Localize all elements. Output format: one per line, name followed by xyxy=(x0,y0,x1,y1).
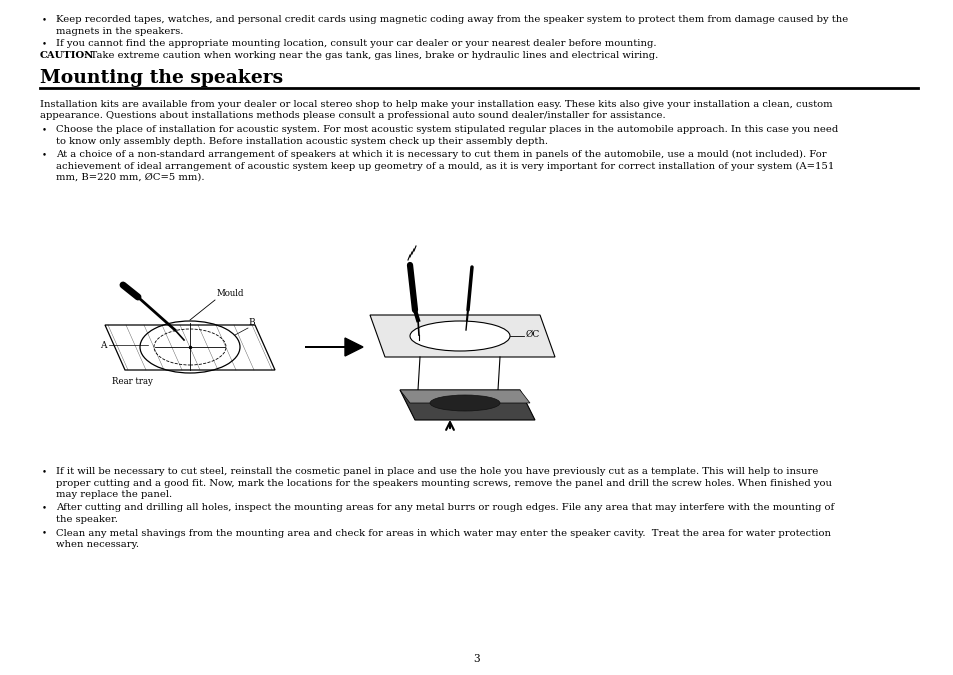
Text: the speaker.: the speaker. xyxy=(56,515,118,524)
Text: magnets in the speakers.: magnets in the speakers. xyxy=(56,26,183,36)
Text: •: • xyxy=(42,15,47,24)
Text: Rear tray: Rear tray xyxy=(112,377,152,386)
Text: B: B xyxy=(248,318,254,327)
FancyArrow shape xyxy=(305,338,363,356)
Text: Keep recorded tapes, watches, and personal credit cards using magnetic coding aw: Keep recorded tapes, watches, and person… xyxy=(56,15,847,24)
Text: •: • xyxy=(42,39,47,48)
Text: proper cutting and a good fit. Now, mark the locations for the speakers mounting: proper cutting and a good fit. Now, mark… xyxy=(56,479,831,487)
Text: If it will be necessary to cut steel, reinstall the cosmetic panel in place and : If it will be necessary to cut steel, re… xyxy=(56,467,818,476)
Text: Mould: Mould xyxy=(216,289,244,298)
Text: may replace the panel.: may replace the panel. xyxy=(56,490,172,499)
Text: •: • xyxy=(42,125,47,134)
Text: CAUTION: CAUTION xyxy=(40,51,94,61)
Text: A: A xyxy=(100,340,107,350)
Text: After cutting and drilling all holes, inspect the mounting areas for any metal b: After cutting and drilling all holes, in… xyxy=(56,504,833,512)
Text: 3: 3 xyxy=(474,654,479,664)
Polygon shape xyxy=(399,390,535,420)
Text: If you cannot find the appropriate mounting location, consult your car dealer or: If you cannot find the appropriate mount… xyxy=(56,39,656,48)
Text: appearance. Questions about installations methods please consult a professional : appearance. Questions about installation… xyxy=(40,111,665,121)
Text: ØC: ØC xyxy=(525,329,539,338)
Text: Installation kits are available from your dealer or local stereo shop to help ma: Installation kits are available from you… xyxy=(40,100,832,109)
Text: •: • xyxy=(42,150,47,159)
Text: Choose the place of installation for acoustic system. For most acoustic system s: Choose the place of installation for aco… xyxy=(56,125,838,134)
Text: •: • xyxy=(42,529,47,537)
Text: •: • xyxy=(42,504,47,512)
Text: mm, B=220 mm, ØC=5 mm).: mm, B=220 mm, ØC=5 mm). xyxy=(56,173,204,182)
Text: : Take extreme caution when working near the gas tank, gas lines, brake or hydra: : Take extreme caution when working near… xyxy=(84,51,658,61)
Text: Mounting the speakers: Mounting the speakers xyxy=(40,69,283,87)
Polygon shape xyxy=(370,315,555,357)
Text: when necessary.: when necessary. xyxy=(56,540,139,549)
Polygon shape xyxy=(399,390,530,403)
Text: Clean any metal shavings from the mounting area and check for areas in which wat: Clean any metal shavings from the mounti… xyxy=(56,529,830,537)
Text: •: • xyxy=(42,467,47,476)
Text: At a choice of a non-standard arrangement of speakers at which it is necessary t: At a choice of a non-standard arrangemen… xyxy=(56,150,825,159)
Ellipse shape xyxy=(410,321,510,351)
Text: achievement of ideal arrangement of acoustic system keep up geometry of a mould,: achievement of ideal arrangement of acou… xyxy=(56,161,834,171)
Ellipse shape xyxy=(430,395,499,411)
Text: to know only assembly depth. Before installation acoustic system check up their : to know only assembly depth. Before inst… xyxy=(56,136,547,146)
